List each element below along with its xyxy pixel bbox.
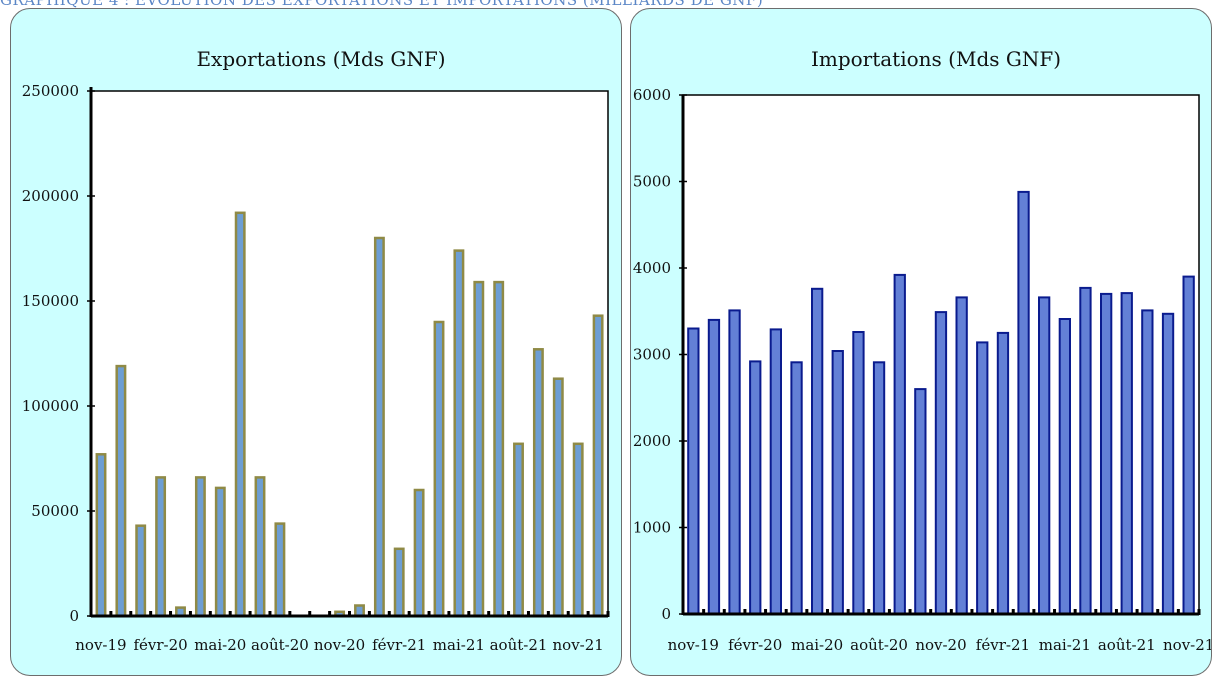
imports-bar [1141, 309, 1154, 615]
exports-plot-area [91, 91, 608, 616]
exports-bars [95, 211, 604, 618]
imports-y-tick-label: 2000 [633, 432, 671, 450]
page-heading: GRAPHIQUE 4 : EVOLUTION DES EXPORTATIONS… [0, 0, 764, 9]
exports-x-tick-label: févr-21 [372, 636, 426, 654]
exports-bar [592, 314, 604, 618]
exports-y-tick-label: 250000 [22, 82, 79, 100]
imports-bar [769, 328, 782, 615]
exports-bar [493, 280, 505, 618]
exports-bar [373, 236, 385, 618]
imports-y-tick-label: 0 [661, 605, 671, 623]
imports-x-tick-label: nov-21 [1163, 636, 1212, 654]
imports-bar [790, 361, 803, 615]
imports-x-tick-label: mai-20 [791, 636, 843, 654]
exports-y-tick-label: 200000 [22, 187, 79, 205]
exports-y-tick-label: 0 [69, 607, 79, 625]
imports-bar [996, 331, 1010, 615]
imports-bar [1161, 312, 1175, 615]
exports-x-tick-label: févr-20 [133, 636, 187, 654]
imports-y-tick-label: 6000 [633, 86, 671, 104]
exports-x-tick-label: mai-21 [433, 636, 485, 654]
imports-bar [1182, 275, 1195, 615]
exports-bar [274, 522, 286, 618]
imports-bar [914, 388, 927, 615]
imports-bar [934, 311, 948, 615]
imports-bar [976, 341, 989, 615]
imports-y-tick-label: 5000 [633, 173, 671, 191]
imports-chart: Importations (Mds GNF) 0 1000 2000 3000 4000… [633, 47, 1212, 654]
exports-y-tick-label: 100000 [22, 397, 79, 415]
exports-x-tick-label: mai-20 [194, 636, 246, 654]
exports-chart-title: Exportations (Mds GNF) [196, 47, 445, 71]
imports-bar [831, 350, 844, 615]
exports-bar [155, 476, 167, 618]
imports-chart-panel: Importations (Mds GNF) 0 1000 2000 3000 4000… [630, 8, 1212, 676]
imports-x-ticks: nov-19 févr-20 mai-20 août-20 nov-20 févr-21 m… [668, 609, 1212, 654]
exports-bar [572, 442, 584, 618]
imports-bar [728, 309, 741, 615]
imports-x-tick-label: nov-19 [668, 636, 719, 654]
imports-x-tick-label: févr-20 [728, 636, 782, 654]
exports-bar [513, 442, 524, 618]
imports-bar [1079, 286, 1092, 615]
imports-bar [687, 327, 700, 615]
imports-bar [749, 360, 762, 615]
imports-y-tick-label: 1000 [633, 519, 671, 537]
exports-bar [473, 280, 485, 618]
imports-bar [893, 273, 906, 615]
imports-bar [852, 331, 865, 615]
imports-x-tick-label: août-20 [850, 636, 908, 654]
exports-bar [95, 453, 107, 618]
exports-chart: Exportations (Mds GNF) 0 50000 100000 15000… [22, 47, 610, 654]
exports-bar [115, 364, 127, 618]
exports-x-ticks: nov-19 févr-20 mai-20 août-20 nov-20 févr-21 m… [75, 611, 610, 654]
exports-bar [354, 604, 365, 618]
imports-bar [1120, 292, 1133, 615]
exports-bar [552, 377, 564, 618]
exports-x-tick-label: août-21 [490, 636, 548, 654]
imports-bar [1017, 190, 1030, 615]
imports-y-tick-label: 3000 [633, 346, 671, 364]
imports-bar [1100, 292, 1113, 615]
exports-y-tick-label: 50000 [31, 502, 79, 520]
exports-x-tick-label: nov-19 [75, 636, 126, 654]
imports-bar [1038, 296, 1051, 615]
exports-bar [453, 249, 465, 618]
exports-y-tick-label: 150000 [22, 292, 79, 310]
imports-x-tick-label: nov-20 [915, 636, 966, 654]
imports-x-tick-label: févr-21 [976, 636, 1030, 654]
imports-bar [955, 296, 968, 615]
exports-bar [214, 486, 226, 618]
exports-bar [393, 547, 405, 618]
imports-bar [1058, 318, 1072, 615]
imports-y-tick-label: 4000 [633, 259, 671, 277]
exports-bar [234, 211, 246, 618]
exports-bar [194, 476, 206, 618]
exports-bar [532, 348, 544, 618]
exports-x-tick-label: nov-20 [314, 636, 365, 654]
imports-bar [811, 287, 824, 615]
exports-bar [413, 488, 425, 618]
imports-x-tick-label: août-21 [1098, 636, 1156, 654]
exports-bar [254, 476, 266, 618]
imports-chart-title: Importations (Mds GNF) [811, 47, 1061, 71]
exports-bar [135, 524, 147, 618]
imports-x-tick-label: mai-21 [1039, 636, 1091, 654]
imports-bar [872, 361, 886, 615]
exports-chart-panel: Exportations (Mds GNF) 0 50000 100000 15000… [10, 8, 622, 676]
exports-x-tick-label: nov-21 [553, 636, 604, 654]
exports-x-tick-label: août-20 [251, 636, 309, 654]
exports-bar [433, 320, 445, 618]
imports-bar [707, 318, 721, 615]
imports-y-ticks: 0 1000 2000 3000 4000 5000 6000 [633, 86, 687, 623]
exports-y-ticks: 0 50000 100000 150000 200000 250000 [22, 82, 95, 625]
